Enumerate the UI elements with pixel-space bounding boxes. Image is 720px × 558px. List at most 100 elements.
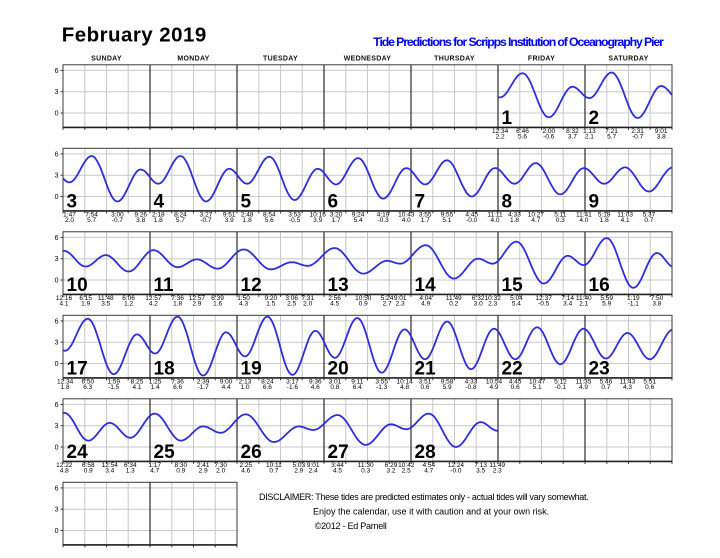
svg-text:3.8: 3.8 bbox=[657, 134, 666, 141]
svg-text:MONDAY: MONDAY bbox=[177, 56, 209, 63]
svg-text:9:01: 9:01 bbox=[655, 128, 668, 135]
svg-text:3: 3 bbox=[55, 423, 59, 430]
svg-text:4.5: 4.5 bbox=[333, 468, 342, 475]
svg-text:4.0: 4.0 bbox=[402, 217, 411, 224]
svg-text:6:06: 6:06 bbox=[122, 295, 135, 302]
svg-text:2:18: 2:18 bbox=[152, 212, 165, 219]
svg-text:0.7: 0.7 bbox=[644, 217, 653, 224]
svg-text:4.9: 4.9 bbox=[489, 384, 498, 391]
svg-text:4:33: 4:33 bbox=[465, 379, 478, 386]
svg-text:-1.1: -1.1 bbox=[628, 301, 640, 308]
svg-text:5:04: 5:04 bbox=[510, 295, 523, 302]
svg-text:8:54: 8:54 bbox=[263, 212, 276, 219]
svg-text:3: 3 bbox=[55, 507, 59, 514]
svg-text:4.2: 4.2 bbox=[149, 301, 158, 308]
svg-text:10:16: 10:16 bbox=[310, 212, 327, 219]
svg-text:1.9: 1.9 bbox=[81, 301, 90, 308]
svg-text:1:47: 1:47 bbox=[63, 212, 76, 219]
svg-text:-0.7: -0.7 bbox=[200, 217, 212, 224]
svg-text:4:19: 4:19 bbox=[377, 212, 390, 219]
svg-text:5:11: 5:11 bbox=[554, 212, 567, 219]
svg-text:11:49: 11:49 bbox=[446, 295, 462, 302]
svg-text:1:59: 1:59 bbox=[107, 379, 120, 386]
svg-text:6: 6 bbox=[55, 68, 59, 75]
svg-text:5:18: 5:18 bbox=[598, 212, 611, 219]
svg-text:2.9: 2.9 bbox=[199, 468, 208, 475]
svg-text:0: 0 bbox=[55, 110, 59, 117]
svg-text:3: 3 bbox=[55, 89, 59, 96]
svg-text:-1.3: -1.3 bbox=[376, 384, 388, 391]
svg-text:1.7: 1.7 bbox=[421, 217, 430, 224]
svg-text:4.7: 4.7 bbox=[150, 468, 159, 475]
svg-text:Tide Predictions for Scripps I: Tide Predictions for Scripps Institution… bbox=[373, 35, 664, 49]
svg-text:4.6: 4.6 bbox=[311, 384, 320, 391]
svg-text:3:55: 3:55 bbox=[419, 212, 432, 219]
svg-text:3:06: 3:06 bbox=[285, 295, 298, 302]
svg-text:12:24: 12:24 bbox=[448, 462, 465, 469]
svg-text:5:03: 5:03 bbox=[292, 462, 305, 469]
svg-text:4.8: 4.8 bbox=[60, 468, 69, 475]
svg-text:1.8: 1.8 bbox=[243, 217, 252, 224]
svg-text:5.7: 5.7 bbox=[607, 134, 616, 141]
svg-text:12:57: 12:57 bbox=[145, 295, 162, 302]
svg-text:3.8: 3.8 bbox=[652, 301, 661, 308]
svg-text:3:01: 3:01 bbox=[329, 379, 342, 386]
svg-text:-1.6: -1.6 bbox=[287, 384, 299, 391]
svg-text:22: 22 bbox=[502, 359, 523, 380]
svg-text:FRIDAY: FRIDAY bbox=[528, 56, 555, 63]
svg-text:3.5: 3.5 bbox=[101, 301, 110, 308]
svg-text:2.3: 2.3 bbox=[396, 301, 405, 308]
svg-text:13: 13 bbox=[328, 275, 349, 296]
svg-text:1.0: 1.0 bbox=[240, 384, 249, 391]
svg-text:11:11: 11:11 bbox=[487, 212, 503, 219]
svg-text:0.9: 0.9 bbox=[84, 468, 93, 475]
svg-text:4.3: 4.3 bbox=[623, 384, 632, 391]
svg-text:6:39: 6:39 bbox=[211, 295, 224, 302]
svg-text:7:21: 7:21 bbox=[605, 128, 618, 135]
svg-text:1.8: 1.8 bbox=[173, 301, 182, 308]
svg-text:9:55: 9:55 bbox=[441, 212, 454, 219]
svg-text:1:17: 1:17 bbox=[148, 462, 161, 469]
svg-text:1.6: 1.6 bbox=[213, 301, 222, 308]
svg-text:-0.0: -0.0 bbox=[450, 468, 462, 475]
svg-text:4.3: 4.3 bbox=[239, 301, 248, 308]
svg-text:11:48: 11:48 bbox=[98, 295, 114, 302]
svg-text:8: 8 bbox=[502, 192, 513, 213]
svg-text:2.9: 2.9 bbox=[192, 301, 201, 308]
svg-text:10:11: 10:11 bbox=[266, 462, 282, 469]
svg-text:Enjoy the calendar, use it wit: Enjoy the calendar, use it with caution … bbox=[313, 506, 549, 516]
svg-text:1.2: 1.2 bbox=[124, 301, 133, 308]
svg-text:3.8: 3.8 bbox=[136, 217, 145, 224]
svg-text:THURSDAY: THURSDAY bbox=[434, 56, 475, 63]
svg-text:4.9: 4.9 bbox=[421, 301, 430, 308]
svg-text:3: 3 bbox=[55, 256, 59, 263]
svg-text:0: 0 bbox=[55, 444, 59, 451]
svg-text:3: 3 bbox=[67, 192, 78, 213]
svg-text:12:22: 12:22 bbox=[56, 462, 73, 469]
svg-text:6:34: 6:34 bbox=[124, 462, 137, 469]
svg-text:-0.7: -0.7 bbox=[632, 134, 644, 141]
svg-text:5:37: 5:37 bbox=[643, 212, 656, 219]
svg-text:9: 9 bbox=[589, 192, 600, 213]
svg-text:4.7: 4.7 bbox=[424, 468, 433, 475]
svg-text:2.3: 2.3 bbox=[493, 468, 502, 475]
svg-text:10:27: 10:27 bbox=[528, 212, 545, 219]
svg-text:6: 6 bbox=[55, 235, 59, 242]
svg-text:6: 6 bbox=[55, 151, 59, 158]
svg-text:2.7: 2.7 bbox=[383, 301, 392, 308]
svg-text:2:25: 2:25 bbox=[239, 462, 252, 469]
svg-text:5.1: 5.1 bbox=[533, 384, 542, 391]
svg-text:6: 6 bbox=[55, 485, 59, 492]
svg-text:23: 23 bbox=[589, 359, 610, 380]
svg-text:10: 10 bbox=[67, 275, 88, 296]
svg-text:12:34: 12:34 bbox=[492, 128, 509, 135]
svg-text:SATURDAY: SATURDAY bbox=[608, 56, 648, 63]
svg-text:5.9: 5.9 bbox=[443, 384, 452, 391]
svg-text:6:29: 6:29 bbox=[385, 462, 398, 469]
svg-text:2:31: 2:31 bbox=[631, 128, 644, 135]
svg-text:-1.5: -1.5 bbox=[108, 384, 120, 391]
svg-text:1.8: 1.8 bbox=[600, 217, 609, 224]
svg-text:6:15: 6:15 bbox=[79, 295, 92, 302]
svg-text:11:30: 11:30 bbox=[358, 462, 374, 469]
svg-text:10:42: 10:42 bbox=[398, 462, 415, 469]
